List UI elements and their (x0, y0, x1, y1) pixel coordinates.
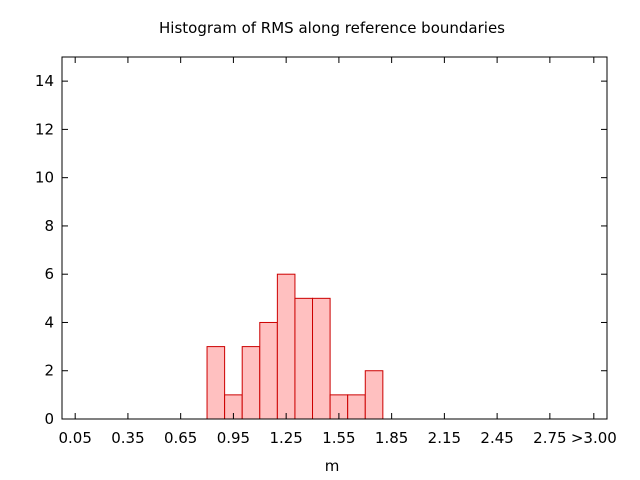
y-tick-label: 14 (35, 72, 54, 90)
x-tick-label: 1.85 (375, 429, 408, 447)
histogram-bar (347, 394, 366, 420)
x-tick-label: 0.65 (164, 429, 197, 447)
bars-group (206, 273, 384, 420)
histogram-bar (276, 273, 296, 420)
x-tick-label: 2.15 (428, 429, 461, 447)
x-tick-label: 1.25 (269, 429, 302, 447)
histogram-bar (206, 346, 226, 420)
plot-frame (61, 56, 608, 420)
x-axis-ticks: 0.05 0.35 0.65 0.95 1.25 1.55 1.85 2.15 2.45 2.75… (58, 57, 617, 447)
x-tick-label: 0.35 (111, 429, 144, 447)
histogram-bar (294, 297, 314, 420)
x-tick-label: 0.95 (217, 429, 250, 447)
x-tick-label: 2.45 (480, 429, 513, 447)
histogram-bar (312, 297, 331, 420)
x-tick-label: >3.00 (571, 429, 617, 447)
x-tick-label: 0.05 (58, 429, 91, 447)
y-tick-label: 4 (44, 313, 54, 331)
y-tick-label: 10 (35, 169, 54, 187)
x-tick-label: 2.75 (533, 429, 566, 447)
x-axis-label: m (325, 457, 340, 475)
y-tick-label: 12 (35, 120, 54, 138)
y-tick-label: 6 (44, 265, 54, 283)
y-tick-label: 0 (44, 410, 54, 428)
y-axis-ticks: 0 2 4 6 8 10 12 14 (35, 72, 607, 428)
y-tick-label: 8 (44, 217, 54, 235)
histogram-bar (364, 370, 384, 420)
y-tick-label: 2 (44, 362, 54, 380)
histogram-bar (241, 346, 261, 420)
histogram-bar (259, 321, 278, 420)
chart-title: Histogram of RMS along reference boundar… (159, 19, 505, 37)
x-tick-label: 1.55 (322, 429, 355, 447)
